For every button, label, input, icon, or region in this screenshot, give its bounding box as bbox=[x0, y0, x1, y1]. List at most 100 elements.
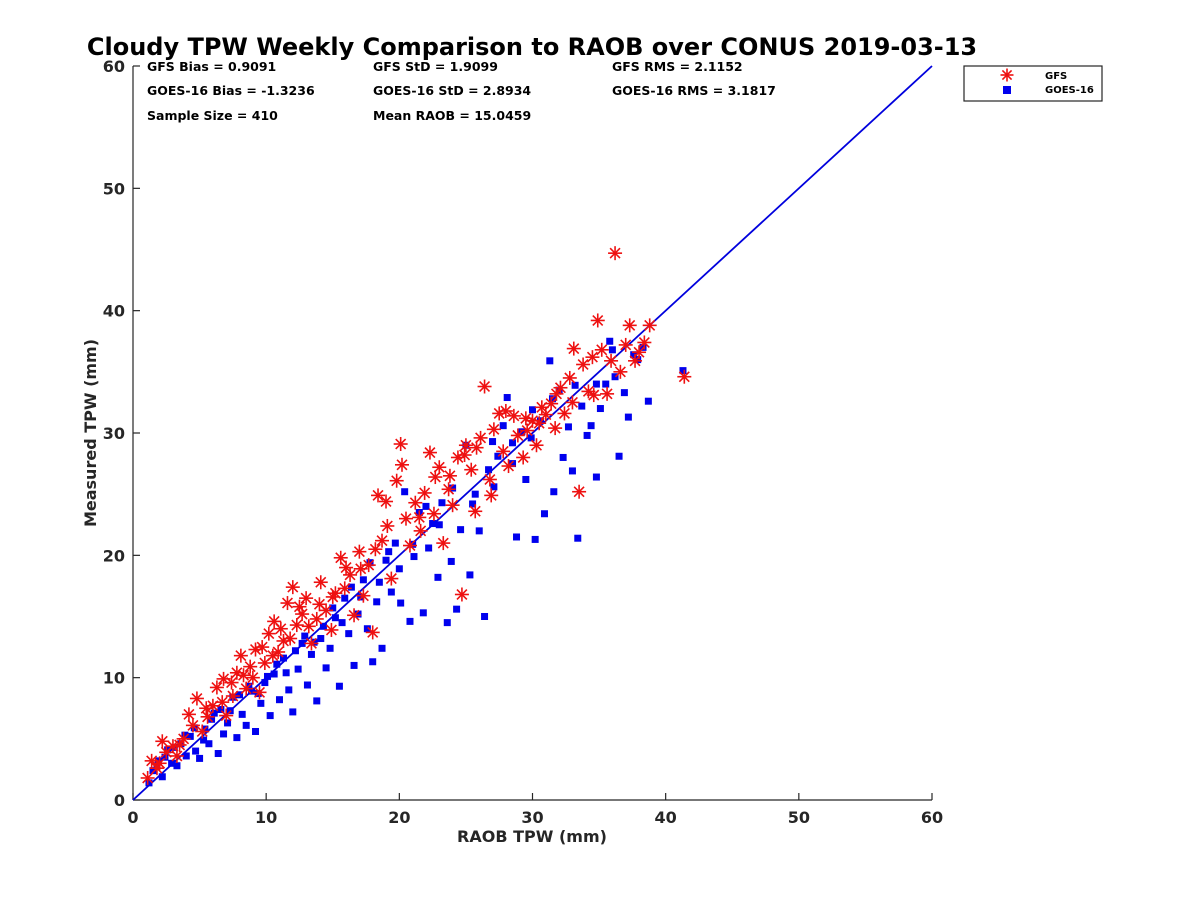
gfs-point bbox=[516, 450, 531, 465]
gfs-point bbox=[313, 575, 328, 590]
goes-16-point bbox=[481, 613, 489, 620]
gfs-point bbox=[506, 408, 521, 423]
gfs-point bbox=[216, 671, 231, 686]
goes-16-point bbox=[303, 681, 311, 689]
gfs-point bbox=[496, 444, 511, 459]
goes-16-point bbox=[438, 499, 446, 507]
goes-16-point bbox=[571, 381, 579, 389]
gfs-point bbox=[632, 345, 647, 360]
gfs-point bbox=[442, 468, 457, 483]
goes-16-point bbox=[161, 753, 169, 761]
goes-16-point bbox=[644, 397, 652, 405]
goes-16-point bbox=[559, 453, 567, 461]
gfs-point bbox=[482, 472, 497, 487]
gfs-point bbox=[233, 648, 248, 663]
gfs-point bbox=[199, 701, 214, 716]
y-tick-label: 0 bbox=[114, 791, 125, 810]
gfs-point bbox=[195, 724, 210, 739]
goes-16-point bbox=[447, 557, 455, 565]
gfs-point bbox=[347, 608, 362, 623]
goes-16-point bbox=[529, 406, 536, 414]
gfs-point bbox=[445, 498, 460, 513]
goes-16-point bbox=[186, 732, 194, 740]
gfs-point bbox=[257, 655, 272, 670]
goes-16-point bbox=[387, 588, 395, 596]
goes-16-point bbox=[354, 610, 362, 618]
gfs-point bbox=[265, 648, 280, 663]
gfs-point bbox=[384, 571, 399, 586]
goes-16-point bbox=[469, 500, 477, 508]
goes-16-point bbox=[611, 373, 619, 381]
gfs-point bbox=[252, 685, 267, 700]
gfs-point bbox=[140, 770, 155, 785]
legend-gfs-asterisk bbox=[1000, 68, 1014, 82]
goes-16-point bbox=[149, 767, 157, 775]
gfs-point bbox=[333, 550, 348, 565]
goes-16-point bbox=[522, 475, 530, 483]
goes-16-point bbox=[606, 337, 614, 345]
x-axis-title: RAOB TPW (mm) bbox=[457, 827, 607, 846]
goes-16-point bbox=[261, 679, 269, 687]
x-tick-label: 20 bbox=[388, 808, 410, 827]
goes-16-point bbox=[359, 576, 367, 584]
gfs-point bbox=[239, 681, 254, 696]
gfs-point bbox=[538, 407, 553, 422]
goes-16-point bbox=[192, 747, 200, 755]
goes-16-point bbox=[220, 730, 228, 738]
gfs-point bbox=[637, 335, 652, 350]
goes-16-point bbox=[457, 526, 465, 534]
gfs-point bbox=[301, 619, 316, 634]
goes-16-point bbox=[248, 687, 256, 695]
gfs-point bbox=[289, 618, 304, 633]
goes-16-point bbox=[369, 658, 377, 666]
gfs-point bbox=[155, 734, 170, 749]
y-tick-label: 10 bbox=[103, 669, 125, 688]
x-ticks: 0 10 20 30 40 50 60 bbox=[127, 793, 943, 827]
gfs-point bbox=[324, 622, 339, 637]
goes-16-point bbox=[620, 389, 628, 397]
gfs-point bbox=[576, 357, 591, 372]
goes-16-point bbox=[331, 614, 339, 622]
goes-16-point bbox=[208, 715, 216, 723]
x-tick-label: 50 bbox=[788, 808, 810, 827]
goes-16-point bbox=[373, 598, 381, 606]
goes-16-point bbox=[422, 502, 430, 510]
stat-mean-raob: Mean RAOB = 15.0459 bbox=[373, 108, 531, 123]
gfs-point bbox=[276, 633, 291, 648]
goes-16-point bbox=[173, 762, 181, 770]
gfs-point bbox=[394, 457, 409, 472]
gfs-point bbox=[464, 462, 479, 477]
goes-16-point bbox=[602, 380, 610, 388]
gfs-point bbox=[622, 318, 637, 333]
goes-16-point bbox=[257, 699, 265, 707]
goes-16-point bbox=[378, 644, 386, 652]
gfs-point bbox=[417, 485, 432, 500]
gfs-point bbox=[273, 621, 288, 636]
series-gfs bbox=[140, 246, 692, 785]
gfs-point bbox=[585, 350, 600, 365]
goes-16-point bbox=[313, 697, 321, 705]
goes-16-point bbox=[630, 351, 638, 359]
goes-16-point bbox=[205, 740, 213, 748]
goes-16-point bbox=[291, 647, 299, 655]
goes-16-point bbox=[357, 593, 365, 601]
goes-16-point bbox=[329, 604, 337, 612]
goes-16-point bbox=[273, 660, 281, 668]
gfs-point bbox=[312, 597, 327, 612]
goes-16-point bbox=[391, 539, 399, 547]
gfs-point bbox=[283, 631, 298, 646]
goes-16-point bbox=[429, 520, 437, 528]
goes-16-point bbox=[158, 773, 166, 781]
goes-16-point bbox=[310, 638, 318, 646]
gfs-point bbox=[402, 538, 417, 553]
gfs-point bbox=[532, 416, 547, 431]
gfs-point bbox=[572, 484, 587, 499]
goes-16-point bbox=[466, 571, 474, 579]
chart-title: Cloudy TPW Weekly Comparison to RAOB ove… bbox=[87, 33, 977, 61]
gfs-point bbox=[215, 695, 230, 710]
gfs-point bbox=[544, 396, 559, 411]
goes-16-point bbox=[615, 452, 623, 460]
goes-16-point bbox=[168, 759, 176, 767]
gfs-point bbox=[245, 670, 260, 685]
